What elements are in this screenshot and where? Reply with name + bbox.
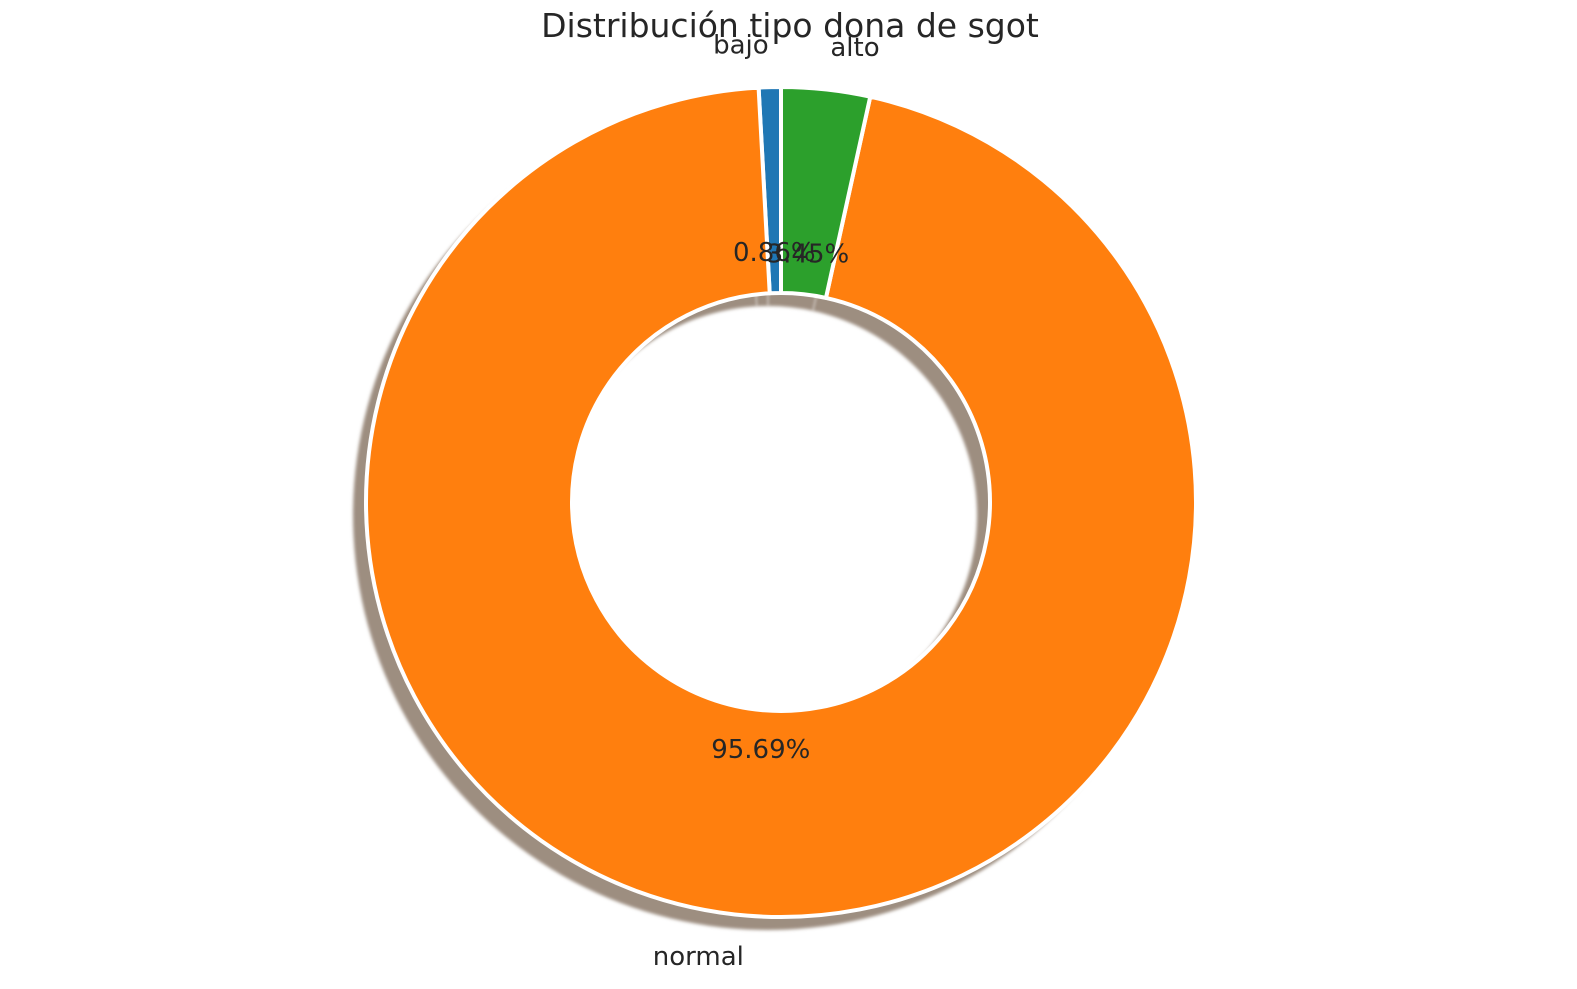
category-label-normal: normal [653,942,744,972]
category-label-alto: alto [830,33,879,63]
chart-title: Distribución tipo dona de sgot [541,6,1039,45]
donut-labels: bajo normal alto 0.86% 95.69% 3.45% [653,31,880,972]
slice-alto [779,85,873,300]
donut-slices [364,85,1198,919]
percent-label-bajo: 0.86% [733,238,816,268]
slice-normal [364,85,1198,919]
category-label-bajo: bajo [713,31,769,61]
percent-label-normal: 95.69% [711,735,810,765]
percent-label-alto: 3.45% [767,239,850,269]
